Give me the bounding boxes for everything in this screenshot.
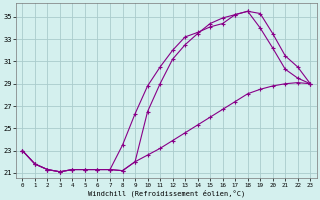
X-axis label: Windchill (Refroidissement éolien,°C): Windchill (Refroidissement éolien,°C) (88, 189, 245, 197)
